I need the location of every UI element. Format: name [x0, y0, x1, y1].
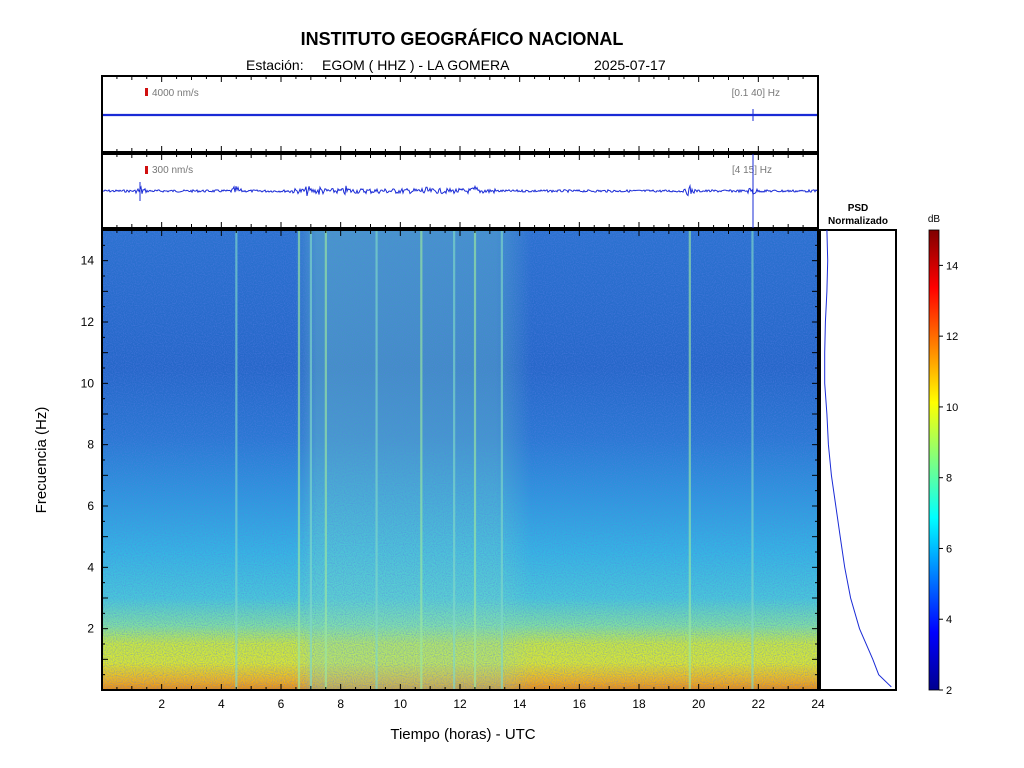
x-tick-label: 14: [513, 697, 527, 711]
spectral-event-line: [235, 230, 238, 690]
colorbar-label: dB: [928, 214, 941, 225]
x-tick-label: 12: [453, 697, 467, 711]
spectral-event-line: [500, 230, 503, 690]
trace-panel-broadband: 4000 nm/s [0.1 40] Hz: [101, 75, 819, 153]
band-label: [4 15] Hz: [732, 165, 772, 176]
scale-label: 300 nm/s: [152, 165, 193, 176]
band-label: [0.1 40] Hz: [732, 88, 780, 99]
x-tick-label: 8: [337, 697, 344, 711]
station-label: Estación:: [246, 57, 304, 73]
spectral-event-line: [688, 230, 691, 690]
x-tick-label: 24: [811, 697, 825, 711]
y-axis-label: Frecuencia (Hz): [33, 407, 50, 514]
y-tick-label: 6: [87, 499, 94, 513]
colorbar-tick-label: 4: [946, 614, 952, 626]
trace-line: [102, 183, 818, 197]
y-tick-label: 4: [87, 560, 94, 574]
x-tick-label: 22: [752, 697, 766, 711]
colorbar: dB 2 4 6 8 10 12 14: [928, 214, 958, 697]
spectral-event-line: [473, 230, 477, 690]
y-tick-label: 8: [87, 438, 94, 452]
x-tick-label: 10: [394, 697, 408, 711]
scale-marker: [145, 88, 148, 96]
psd-subtitle: Normalizado: [828, 216, 888, 227]
colorbar-tick-label: 10: [946, 402, 958, 414]
station-name: EGOM ( HHZ ) - LA GOMERA: [322, 57, 510, 73]
spectral-event-line: [375, 230, 378, 690]
x-axis-label: Tiempo (horas) - UTC: [390, 726, 535, 743]
x-tick-label: 18: [632, 697, 646, 711]
spectral-event-line: [420, 230, 423, 690]
page-title: INSTITUTO GEOGRÁFICO NACIONAL: [301, 28, 624, 49]
y-tick-label: 10: [81, 376, 95, 390]
trace-panel-filtered: 300 nm/s [4 15] Hz: [101, 153, 819, 229]
spectral-event-line: [751, 230, 754, 690]
colorbar-tick-label: 8: [946, 473, 952, 485]
x-tick-label: 16: [573, 697, 587, 711]
spectral-event-line: [453, 230, 456, 690]
x-tick-label: 6: [278, 697, 285, 711]
x-tick-label: 4: [218, 697, 225, 711]
colorbar-tick-label: 14: [946, 260, 958, 272]
spectral-event-line: [309, 230, 313, 690]
psd-line: [824, 229, 892, 688]
psd-panel: PSD Normalizado: [819, 203, 897, 691]
scale-label: 4000 nm/s: [152, 88, 199, 99]
y-tick-label: 14: [81, 254, 95, 268]
x-tick-label: 20: [692, 697, 706, 711]
psd-title: PSD: [848, 203, 869, 214]
colorbar-tick-label: 6: [946, 543, 952, 555]
colorbar-tick-label: 12: [946, 331, 958, 343]
scale-marker: [145, 166, 148, 174]
y-tick-label: 2: [87, 622, 94, 636]
x-tick-label: 2: [158, 697, 165, 711]
spectral-event-line: [297, 230, 301, 690]
date-label: 2025-07-17: [594, 57, 666, 73]
y-tick-label: 12: [81, 315, 95, 329]
colorbar-tick-label: 2: [946, 685, 952, 697]
spectral-event-line: [324, 230, 327, 690]
